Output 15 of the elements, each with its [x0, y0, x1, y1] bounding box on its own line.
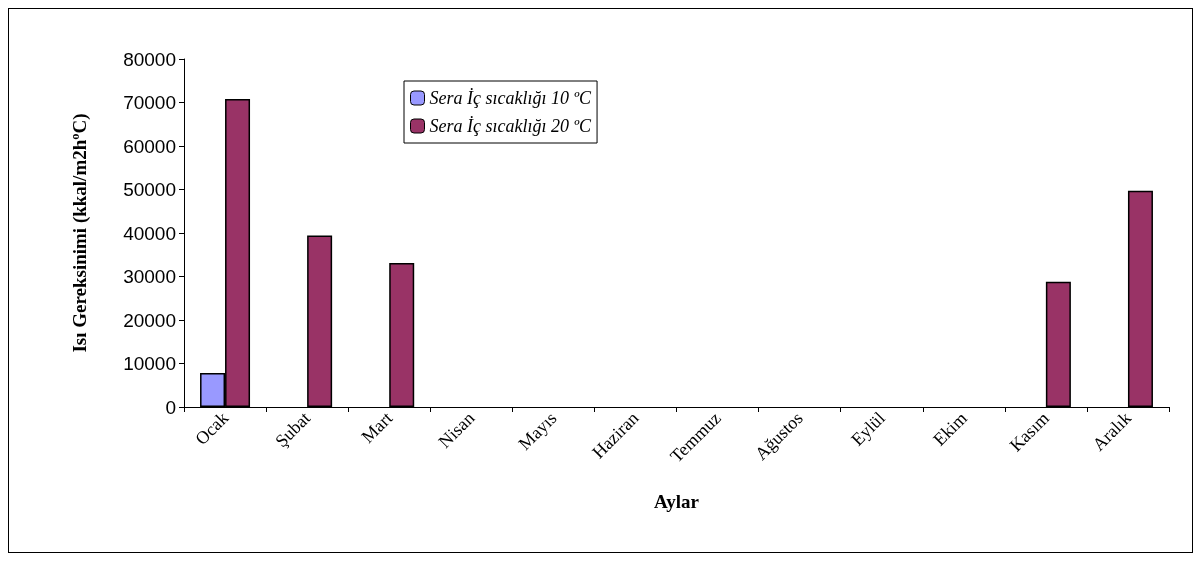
y-tick-label: 20000 [123, 309, 176, 331]
y-tick-label: 0 [165, 396, 176, 418]
y-tick-label: 60000 [123, 135, 176, 157]
x-tick-label: Mart [357, 407, 397, 447]
y-axis-title: Isı Gereksinimi (kkal/m2hºC) [69, 113, 91, 353]
y-tick-label: 40000 [123, 222, 176, 244]
legend-label: Sera İç sıcaklığı 10 ºC [429, 88, 593, 108]
legend-label: Sera İç sıcaklığı 20 ºC [429, 116, 593, 136]
y-tick-label: 70000 [123, 92, 176, 113]
y-tick-label: 50000 [123, 179, 176, 200]
x-tick-label: Ocak [191, 407, 233, 449]
y-tick-label: 10000 [123, 353, 176, 374]
y-tick-label: 30000 [123, 266, 176, 287]
x-axis-title: Aylar [653, 491, 700, 512]
y-tick-label: 80000 [123, 48, 176, 70]
